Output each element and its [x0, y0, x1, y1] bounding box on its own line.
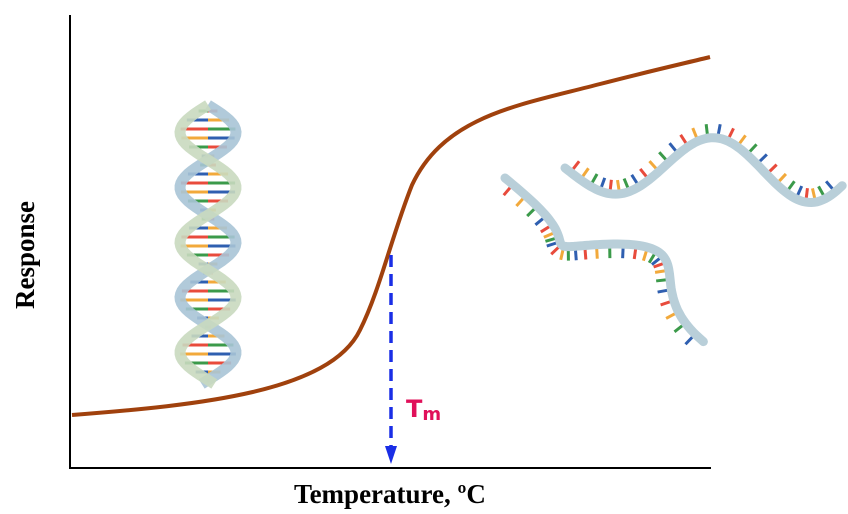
tm-arrowhead	[385, 446, 397, 464]
single-strand	[560, 133, 847, 208]
x-axis-label: Temperature, ºC	[294, 479, 486, 509]
dna-illustrations	[174, 100, 847, 389]
y-axis-label: Response	[10, 201, 40, 309]
melting-curve	[71, 55, 711, 417]
tm-label: Tm	[406, 395, 441, 425]
helix-strand	[174, 100, 242, 389]
helix-strand	[174, 100, 242, 389]
tm-sub: m	[422, 404, 441, 425]
single-strand	[500, 173, 708, 347]
tm-main: T	[406, 395, 423, 423]
